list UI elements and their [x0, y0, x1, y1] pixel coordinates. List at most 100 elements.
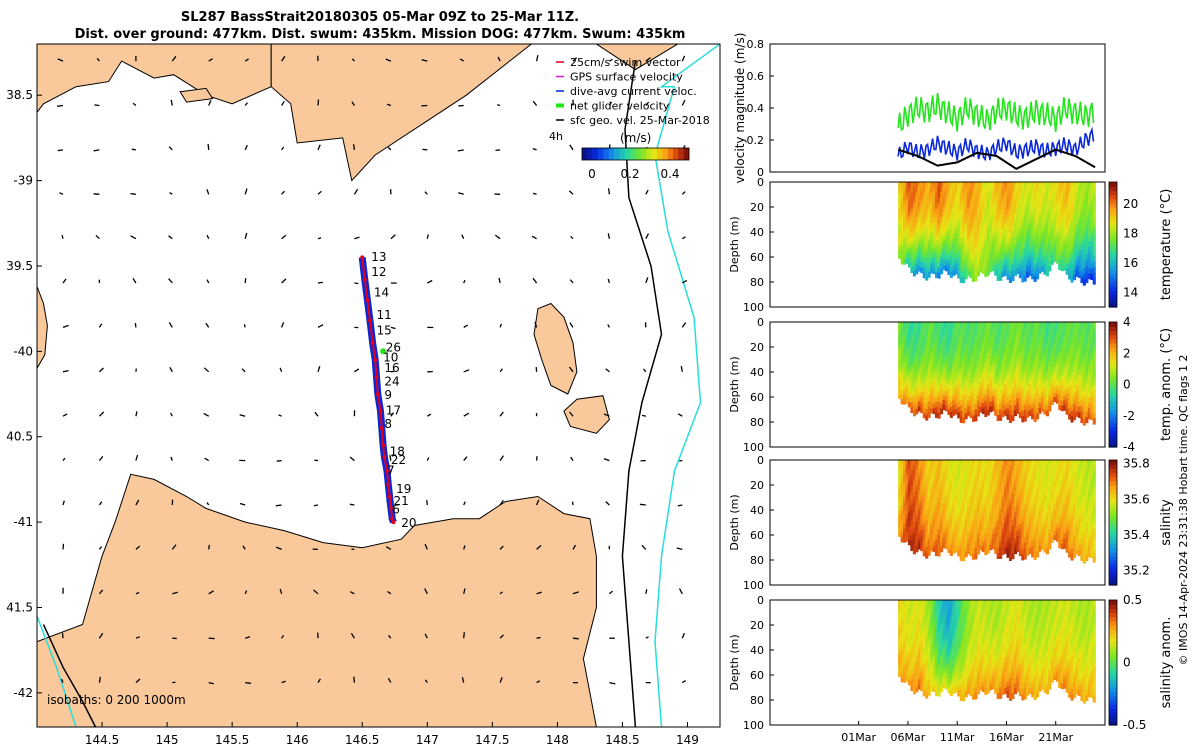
heatmap-cell	[976, 322, 980, 328]
heatmap-cell	[907, 656, 911, 662]
heatmap-cell	[954, 500, 958, 507]
heatmap-cell	[954, 516, 958, 522]
heatmap-cell	[1001, 390, 1005, 396]
heatmap-cell	[1016, 510, 1020, 517]
heatmap-cell	[1075, 379, 1079, 386]
heatmap-cell	[996, 531, 1000, 538]
heatmap-cell	[979, 187, 983, 193]
heatmap-cell	[1092, 327, 1096, 334]
heatmap-cell	[1058, 250, 1062, 256]
current-vector	[98, 676, 102, 683]
heatmap-cell	[907, 336, 911, 342]
heatmap-cell	[1080, 460, 1084, 467]
heatmap-cell	[947, 465, 951, 471]
heatmap-cell	[964, 535, 968, 542]
heatmap-cell	[984, 327, 988, 333]
heatmap-cell	[942, 484, 946, 490]
heatmap-cell	[1080, 187, 1084, 194]
heatmap-cell	[1041, 361, 1045, 368]
heatmap-cell	[1070, 399, 1074, 406]
heatmap-cell	[999, 343, 1003, 350]
heatmap-cell	[1043, 197, 1047, 203]
heatmap-cell	[994, 368, 998, 375]
heatmap-cell	[1006, 497, 1010, 504]
heatmap-cell	[949, 343, 953, 350]
heatmap-cell	[1026, 197, 1030, 204]
heatmap-cell	[976, 527, 980, 534]
heatmap-cell	[1058, 380, 1062, 386]
heatmap-cell	[1070, 349, 1074, 356]
colorbar-frame	[1108, 181, 1118, 308]
heatmap-cell	[957, 380, 961, 387]
heatmap-cell	[976, 533, 980, 539]
heatmap-cell	[1050, 469, 1054, 475]
heatmap-cell	[915, 212, 919, 219]
heatmap-cell	[920, 362, 924, 368]
heatmap-cell	[1031, 343, 1035, 350]
heatmap-cell	[1065, 332, 1069, 338]
heatmap-cell	[981, 546, 985, 553]
heatmap-cell	[1043, 398, 1047, 405]
heatmap-cell	[1043, 383, 1047, 389]
heatmap-cell	[903, 528, 907, 534]
heatmap-cell	[1087, 338, 1091, 345]
heatmap-cell	[1055, 376, 1059, 382]
current-vector	[463, 324, 469, 328]
heatmap-cell	[1018, 364, 1022, 371]
colorbar-cell	[1109, 248, 1117, 254]
colorbar-cell	[1109, 472, 1117, 478]
heatmap-cell	[1001, 348, 1005, 354]
heatmap-cell	[1031, 241, 1035, 248]
heatmap-cell	[1018, 261, 1022, 268]
heatmap-cell	[1026, 213, 1030, 220]
heatmap-cell	[915, 408, 919, 415]
heatmap-cell	[1043, 480, 1047, 487]
heatmap-cell	[1023, 215, 1027, 222]
heatmap-cell	[947, 233, 951, 240]
heatmap-cell	[935, 337, 939, 344]
heatmap-cell	[1001, 538, 1005, 545]
heatmap-cell	[937, 513, 941, 520]
heatmap-cell	[972, 415, 976, 422]
heatmap-cell	[1087, 375, 1091, 382]
heatmap-cell	[1087, 241, 1091, 247]
heatmap-cell	[994, 223, 998, 230]
heatmap-cell	[1016, 500, 1020, 507]
heatmap-cell	[925, 519, 929, 526]
heatmap-cell	[996, 382, 1000, 389]
heatmap-cell	[954, 531, 958, 538]
heatmap-cell	[898, 655, 902, 660]
heatmap-cell	[1050, 322, 1054, 328]
heatmap-cell	[989, 182, 993, 188]
heatmap-cell	[903, 537, 907, 543]
heatmap-cell	[947, 238, 951, 245]
heatmap-cell	[1092, 339, 1096, 346]
current-vector	[570, 456, 574, 461]
heatmap-cell	[905, 367, 909, 373]
heatmap-cell	[1075, 265, 1079, 272]
heatmap-cell	[1085, 187, 1089, 194]
heatmap-cell	[903, 650, 907, 656]
heatmap-cell	[1075, 322, 1079, 328]
heatmap-cell	[1036, 365, 1040, 371]
heatmap-cell	[905, 209, 909, 215]
heatmap-cell	[1036, 273, 1040, 280]
heatmap-cell	[935, 375, 939, 381]
heatmap-cell	[1036, 322, 1040, 328]
heatmap-cell	[991, 405, 995, 412]
heatmap-cell	[1026, 219, 1030, 225]
heatmap-cell	[1028, 265, 1032, 271]
heatmap-cell	[1050, 326, 1054, 332]
heatmap-cell	[1023, 377, 1027, 384]
heatmap-cell	[1033, 493, 1037, 500]
heatmap-cell	[915, 197, 919, 203]
current-vector	[244, 144, 248, 151]
heatmap-cell	[1055, 335, 1059, 341]
heatmap-cell	[922, 460, 926, 466]
heatmap-cell	[1008, 499, 1012, 506]
heatmap-cell	[927, 518, 931, 524]
heatmap-cell	[935, 322, 939, 328]
heatmap-cell	[1063, 341, 1067, 348]
heatmap-cell	[962, 488, 966, 495]
heatmap-cell	[1053, 190, 1057, 196]
